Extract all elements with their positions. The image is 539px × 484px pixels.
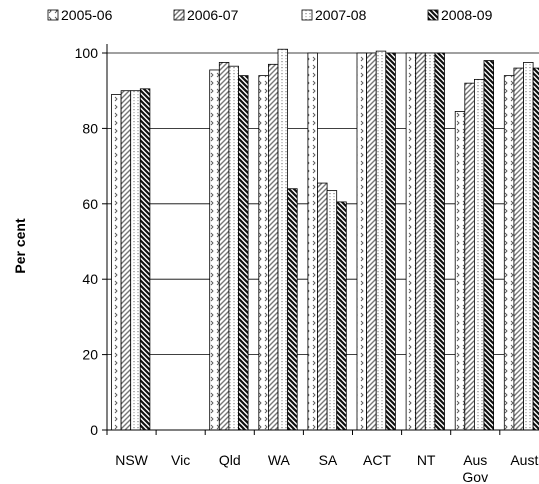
legend-swatch-2008-09 <box>427 9 439 21</box>
x-tick-label: NT <box>417 452 436 468</box>
bar-act-2008-09 <box>385 52 396 431</box>
bar-sa-2007-08 <box>326 190 338 431</box>
bar-aust-2006-07 <box>513 67 524 431</box>
bar-nt-2005-06 <box>405 52 417 431</box>
bar-aust-2007-08 <box>523 62 534 431</box>
x-tick-label: Aus Gov <box>462 452 488 484</box>
bar-wa-2006-07 <box>267 63 279 431</box>
legend-label-2008-09: 2008-09 <box>441 7 493 23</box>
bar-sa-2005-06 <box>307 52 318 431</box>
bar-wa-2008-09 <box>287 188 298 431</box>
bar-aus-gov-2007-08 <box>473 78 485 431</box>
legend-swatch-2005-06 <box>47 9 59 21</box>
legend-label-2007-08: 2007-08 <box>315 7 367 23</box>
bar-qld-2005-06 <box>209 69 220 431</box>
x-tick-label: NSW <box>115 452 148 468</box>
bar-nt-2008-09 <box>434 52 445 431</box>
y-tick-label: 80 <box>82 120 98 136</box>
y-tick-label: 60 <box>82 196 98 212</box>
y-tick-label: 100 <box>75 45 99 61</box>
bar-sa-2006-07 <box>317 182 328 431</box>
legend-label-2005-06: 2005-06 <box>61 7 113 23</box>
bar-nsw-2006-07 <box>120 90 132 431</box>
bar-qld-2008-09 <box>238 75 249 431</box>
bar-nsw-2007-08 <box>130 90 141 431</box>
bar-qld-2006-07 <box>218 62 230 431</box>
bar-nsw-2005-06 <box>111 94 122 431</box>
bar-act-2005-06 <box>356 52 368 431</box>
bar-nt-2007-08 <box>424 52 436 431</box>
bars <box>111 48 539 431</box>
bar-nsw-2008-09 <box>139 88 151 431</box>
legend-swatch-2007-08 <box>301 9 313 21</box>
x-tick-label: ACT <box>363 452 391 468</box>
legend-swatch-2006-07 <box>173 9 185 21</box>
x-tick-label: Qld <box>219 452 241 468</box>
x-tick-label: Aust <box>510 452 538 468</box>
y-tick-label: 40 <box>82 271 98 287</box>
legend-label-2006-07: 2006-07 <box>187 7 239 23</box>
y-axis-label: Per cent <box>12 218 28 274</box>
bar-wa-2007-08 <box>277 48 289 431</box>
bar-wa-2005-06 <box>258 75 269 431</box>
y-tick-label: 0 <box>90 422 98 438</box>
bar-qld-2007-08 <box>228 65 239 431</box>
bar-aus-gov-2006-07 <box>464 82 475 431</box>
bar-nt-2006-07 <box>415 52 426 431</box>
bar-act-2006-07 <box>366 52 377 431</box>
bar-aust-2008-09 <box>532 67 539 431</box>
bar-aus-gov-2008-09 <box>483 60 495 431</box>
legend: 2005-06 2006-07 2007-08 2008-09 <box>47 7 493 23</box>
y-tick-label: 20 <box>82 347 98 363</box>
x-tick-label: Vic <box>171 452 190 468</box>
axes: 0 20 40 60 80 100 NSW Vic Qld WA SA ACT NT Aus Gov Aust <box>75 44 539 484</box>
x-tick-label: WA <box>268 452 291 468</box>
bar-act-2007-08 <box>375 50 387 431</box>
bar-aust-2005-06 <box>503 75 515 431</box>
bar-sa-2008-09 <box>336 201 347 431</box>
x-tick-label: SA <box>319 452 338 468</box>
bar-aus-gov-2005-06 <box>454 111 466 431</box>
